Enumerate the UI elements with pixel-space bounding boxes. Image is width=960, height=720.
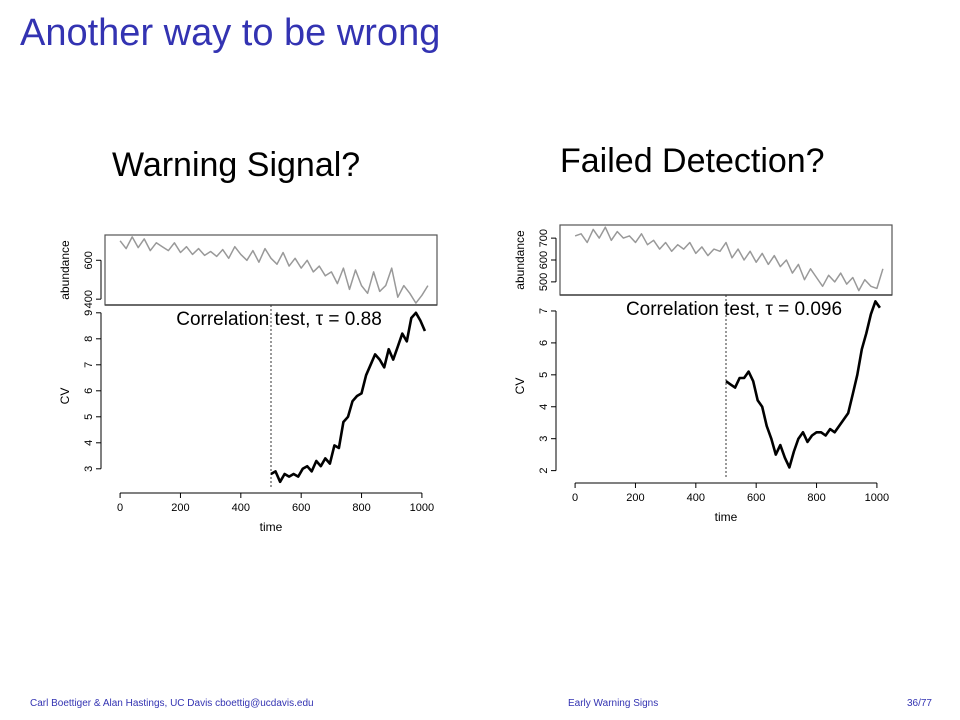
time-x-tick-label: 0 xyxy=(572,492,578,504)
chart-title-warning-signal: Warning Signal? xyxy=(112,146,361,184)
footer-page-number: 36/77 xyxy=(906,698,932,709)
cv-y-tick-label: 7 xyxy=(538,308,550,314)
chart-title-failed-detection: Failed Detection? xyxy=(560,142,825,180)
footer-authors: Carl Boettiger & Alan Hastings, UC Davis… xyxy=(30,698,314,709)
time-x-axis-label: time xyxy=(715,510,738,524)
cv-series-line xyxy=(725,300,881,469)
abundance-y-tick-label: 400 xyxy=(83,290,95,308)
abundance-y-tick-label: 600 xyxy=(538,251,550,269)
failed-detection-chart: 500 600 700 2 3 4 5 6 7 abundance CV 0 200 400 600 800 1… xyxy=(513,224,893,524)
cv-y-tick-label: 4 xyxy=(538,404,550,410)
warning-signal-chart: 400 600 3 4 5 6 7 8 9 abundance CV 0 200 400 600 800 100… xyxy=(58,234,438,534)
cv-series-line xyxy=(270,311,427,484)
cv-y-tick-label: 9 xyxy=(83,310,95,316)
time-x-tick-label: 200 xyxy=(171,502,189,514)
time-x-axis-label: time xyxy=(260,520,283,534)
cv-y-tick-label: 5 xyxy=(538,372,550,378)
cv-y-tick-label: 6 xyxy=(538,340,550,346)
cv-y-tick-label: 3 xyxy=(538,436,550,442)
correlation-test-label: Correlation test, τ = 0.88 xyxy=(176,309,382,330)
time-x-tick-label: 600 xyxy=(747,492,765,504)
time-x-tick-label: 400 xyxy=(687,492,705,504)
correlation-test-label: Correlation test, τ = 0.096 xyxy=(626,299,842,320)
cv-y-tick-label: 6 xyxy=(83,388,95,394)
cv-y-tick-label: 5 xyxy=(83,414,95,420)
cv-y-tick-label: 3 xyxy=(83,466,95,472)
abundance-y-tick-label: 500 xyxy=(538,273,550,291)
time-x-tick-label: 0 xyxy=(117,502,123,514)
time-x-tick-label: 400 xyxy=(232,502,250,514)
time-x-tick-label: 600 xyxy=(292,502,310,514)
cv-y-tick-label: 7 xyxy=(83,362,95,368)
abundance-y-axis-label: abundance xyxy=(58,240,72,300)
cv-y-axis-label: CV xyxy=(513,378,527,395)
time-x-tick-label: 800 xyxy=(352,502,370,514)
slide-title: Another way to be wrong xyxy=(20,12,441,54)
cv-y-tick-label: 4 xyxy=(83,440,95,446)
abundance-y-tick-label: 700 xyxy=(538,229,550,247)
cv-y-axis-label: CV xyxy=(58,388,72,405)
cv-y-tick-label: 2 xyxy=(538,468,550,474)
abundance-series-line xyxy=(119,236,429,304)
time-x-tick-label: 800 xyxy=(807,492,825,504)
abundance-y-tick-label: 600 xyxy=(83,251,95,269)
time-x-tick-label: 1000 xyxy=(410,502,434,514)
time-x-tick-label: 200 xyxy=(626,492,644,504)
abundance-series-line xyxy=(574,226,884,292)
cv-y-tick-label: 8 xyxy=(83,336,95,342)
time-x-tick-label: 1000 xyxy=(865,492,889,504)
abundance-y-axis-label: abundance xyxy=(513,230,527,290)
footer-talk-title: Early Warning Signs xyxy=(568,698,659,709)
